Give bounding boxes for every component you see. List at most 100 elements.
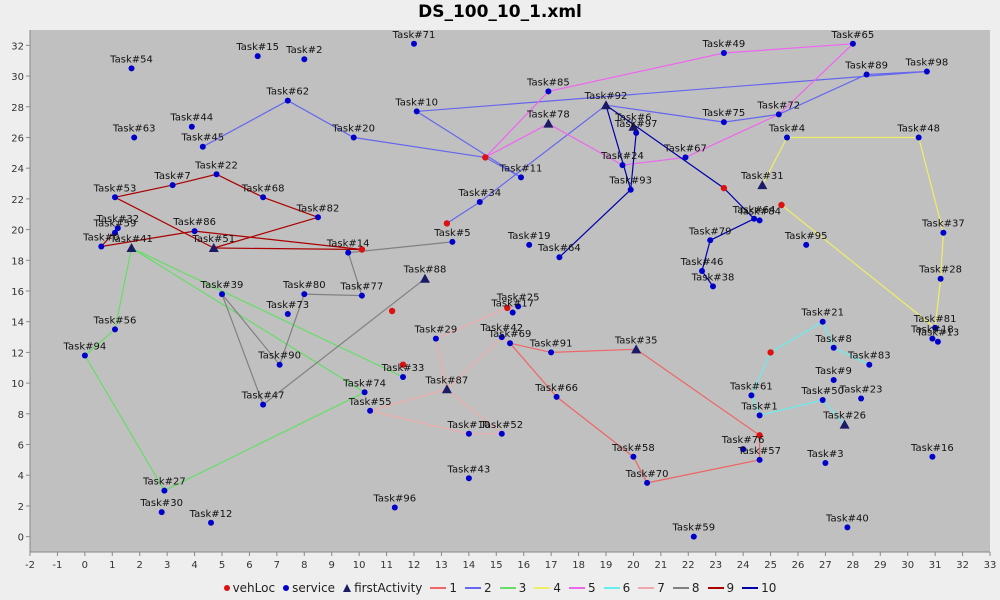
- service-point: [199, 143, 206, 150]
- task-label: Task#66: [534, 383, 578, 394]
- service-point: [819, 397, 826, 403]
- legend-line-swatch-icon: [672, 587, 689, 589]
- x-tick-label: 14: [462, 560, 475, 571]
- task-label: Task#98: [905, 58, 949, 69]
- vehicle-location-point: [720, 184, 728, 192]
- service-point: [498, 334, 505, 341]
- task-label: Task#69: [488, 329, 532, 340]
- x-tick-label: 28: [846, 560, 859, 571]
- service-point: [756, 412, 763, 419]
- service-point: [526, 241, 533, 248]
- service-point: [391, 504, 398, 511]
- task-label: Task#84: [737, 206, 781, 217]
- legend-item-3: 3: [499, 581, 526, 595]
- task-label: Task#97: [614, 119, 658, 130]
- legend-line-swatch-icon: [707, 587, 724, 589]
- service-point: [191, 228, 198, 235]
- task-label: Task#55: [348, 397, 392, 408]
- task-label: Task#0: [82, 233, 119, 244]
- legend-label: vehLoc: [232, 581, 276, 595]
- task-label: Task#82: [296, 203, 340, 214]
- service-point: [937, 275, 944, 282]
- legend-label: 2: [484, 581, 492, 595]
- task-label: Task#70: [625, 469, 669, 480]
- task-label: Task#91: [529, 338, 573, 349]
- task-label: Task#57: [737, 446, 781, 457]
- x-tick-label: 22: [682, 560, 695, 571]
- x-tick-label: 0: [82, 560, 88, 571]
- task-label: Task#47: [241, 391, 285, 402]
- task-label: Task#45: [180, 133, 224, 144]
- task-label: Task#74: [342, 378, 386, 389]
- legend-item-10: 10: [742, 581, 776, 595]
- service-point: [630, 453, 637, 460]
- task-label: Task#72: [756, 100, 800, 111]
- task-label: Task#16: [910, 443, 954, 454]
- task-label: Task#10: [394, 97, 438, 108]
- legend-item-7: 7: [638, 581, 665, 595]
- task-label: Task#28: [918, 265, 962, 276]
- task-label: Task#75: [702, 108, 746, 119]
- task-label: Task#22: [194, 160, 238, 171]
- service-point: [940, 229, 947, 236]
- service-point: [863, 71, 870, 78]
- task-label: Task#49: [702, 39, 746, 50]
- x-tick-label: 29: [874, 560, 887, 571]
- service-point: [748, 392, 755, 399]
- task-label: Task#6: [614, 113, 651, 124]
- task-label: Task#5: [433, 228, 470, 239]
- task-label: Task#8: [815, 334, 852, 345]
- x-tick-label: 6: [246, 560, 252, 571]
- y-tick-label: 30: [11, 72, 24, 83]
- y-tick-label: 20: [11, 226, 24, 237]
- legend-line-swatch-icon: [465, 587, 482, 589]
- task-label: Task#30: [139, 498, 183, 509]
- x-tick-label: 20: [627, 560, 640, 571]
- task-label: Task#65: [831, 30, 875, 41]
- service-point: [803, 241, 810, 248]
- service-point: [819, 318, 826, 325]
- legend-blue-dot-icon: [283, 585, 290, 591]
- service-point: [934, 338, 941, 345]
- service-point: [465, 475, 472, 482]
- task-label: Task#80: [282, 280, 326, 291]
- x-tick-label: 9: [329, 560, 335, 571]
- task-label: Task#77: [340, 282, 384, 293]
- service-point: [449, 238, 456, 245]
- y-tick-label: 4: [18, 471, 24, 482]
- service-point: [158, 509, 165, 516]
- service-point: [556, 254, 563, 261]
- legend-item-service: service: [283, 581, 335, 595]
- legend-item-firstactivity: firstActivity: [343, 581, 422, 595]
- service-point: [361, 389, 368, 396]
- service-point: [219, 291, 225, 298]
- task-label: Task#56: [93, 315, 137, 326]
- first-activity-marker: [419, 273, 430, 283]
- task-label: Task#9: [815, 366, 852, 377]
- service-point: [756, 456, 763, 463]
- service-point: [413, 108, 420, 115]
- task-label: Task#59: [93, 219, 137, 230]
- service-point: [830, 377, 837, 383]
- y-tick-label: 24: [11, 164, 24, 175]
- service-point: [830, 344, 837, 351]
- x-tick-label: 16: [517, 560, 530, 571]
- task-label: Task#83: [847, 351, 891, 362]
- task-label: Task#33: [381, 363, 425, 374]
- legend-item-2: 2: [465, 581, 492, 595]
- legend-line-swatch-icon: [742, 587, 759, 589]
- legend-line-swatch-icon: [638, 587, 655, 589]
- task-label: Task#81: [913, 314, 957, 325]
- plot-background: [30, 30, 990, 552]
- task-label: Task#46: [680, 257, 724, 268]
- task-label: Task#48: [896, 124, 940, 135]
- task-label: Task#26: [822, 411, 866, 422]
- task-label: Task#31: [740, 171, 784, 182]
- task-label: Task#1: [740, 401, 777, 412]
- task-label: Task#89: [844, 61, 888, 72]
- service-point: [411, 40, 417, 47]
- service-point: [507, 340, 513, 347]
- task-label: Task#27: [142, 477, 186, 488]
- service-point: [208, 519, 214, 526]
- service-point: [98, 243, 105, 250]
